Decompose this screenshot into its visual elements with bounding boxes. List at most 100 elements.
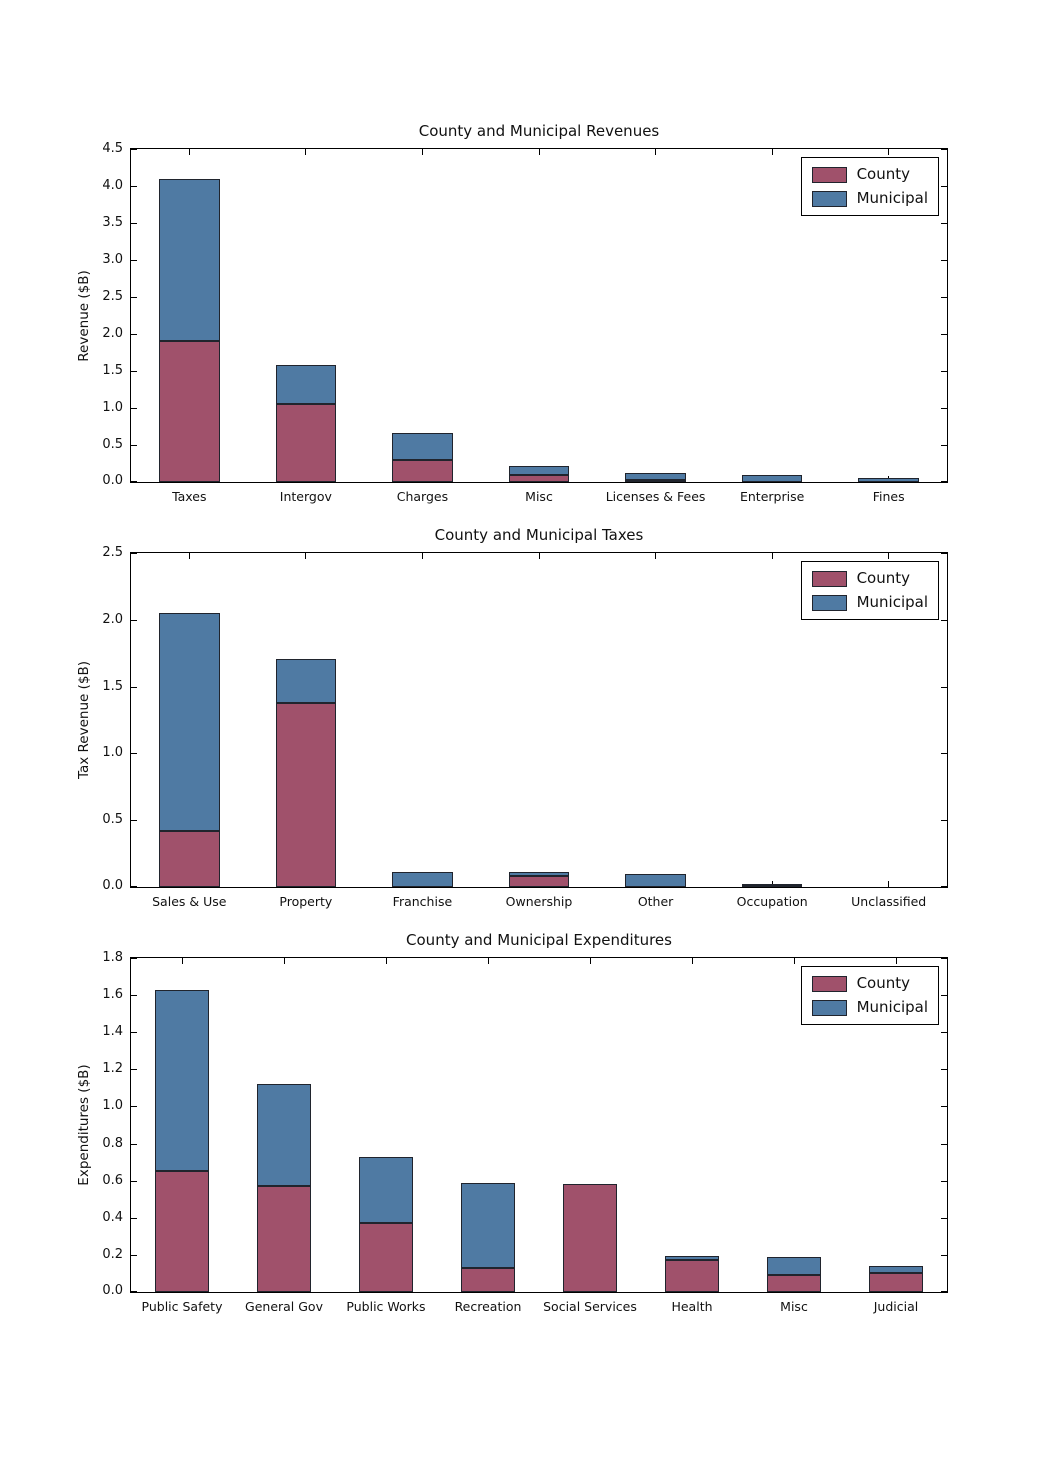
bar-segment-municipal	[625, 473, 686, 480]
x-tick-mark	[181, 958, 183, 964]
y-tick-label: 0.0	[102, 878, 123, 893]
legend-entry-municipal: Municipal	[811, 999, 928, 1016]
legend-label: County	[856, 165, 911, 183]
y-tick-label: 4.0	[102, 178, 123, 193]
x-tick-label: Judicial	[873, 1299, 919, 1314]
y-tick-mark	[131, 186, 137, 187]
y-tick-mark	[941, 223, 947, 224]
y-axis-label: Tax Revenue ($B)	[76, 660, 92, 780]
x-tick-label: Misc	[780, 1299, 808, 1314]
x-tick-label: Ownership	[505, 894, 573, 909]
plot-area: County Municipal 0.0 0.5 1.0 1.5 2.0 2.5 3.0 3.…	[102, 141, 948, 504]
x-tick-mark	[793, 958, 795, 964]
x-tick-mark	[895, 958, 897, 964]
y-tick-label: 3.5	[102, 215, 123, 230]
y-tick-mark	[131, 886, 137, 887]
bar-segment-municipal	[359, 1156, 413, 1224]
bar-segment-county	[665, 1260, 719, 1292]
y-tick-mark	[131, 297, 137, 298]
bar-segment-municipal	[257, 1084, 311, 1187]
county-color-swatch	[811, 570, 847, 587]
chart-title: County and Municipal Revenues	[418, 122, 660, 140]
y-tick-label: 0.8	[102, 1135, 123, 1151]
x-tick-label: Health	[671, 1299, 713, 1314]
y-tick-label: 2.0	[102, 326, 123, 341]
y-tick-mark	[131, 445, 137, 446]
bar-segment-county	[508, 475, 570, 482]
x-tick-mark	[385, 958, 387, 964]
county-color-swatch	[811, 975, 847, 992]
y-tick-mark	[941, 149, 947, 150]
x-tick-mark	[771, 149, 773, 155]
legend-label: Municipal	[856, 189, 928, 207]
y-tick-label: 0.6	[102, 1172, 123, 1188]
y-tick-mark	[941, 1106, 947, 1108]
y-tick-mark	[941, 1254, 947, 1256]
bar-segment-county	[563, 1184, 617, 1292]
x-tick-label: Other	[637, 894, 674, 909]
y-tick-mark	[131, 371, 137, 372]
x-tick-mark	[305, 149, 307, 155]
y-tick-mark	[941, 334, 947, 335]
y-tick-label: 2.5	[102, 545, 123, 560]
chart-title: County and Municipal Taxes	[434, 526, 644, 544]
y-tick-mark	[131, 1143, 137, 1145]
y-tick-mark	[941, 553, 947, 554]
municipal-color-swatch	[811, 594, 847, 611]
municipal-color-swatch	[811, 999, 847, 1016]
y-tick-mark	[131, 223, 137, 224]
y-tick-label: 1.0	[102, 1098, 123, 1114]
y-tick-mark	[941, 1180, 947, 1182]
y-tick-mark	[131, 995, 137, 997]
legend-entry-county: County	[811, 165, 928, 183]
legend-entry-county: County	[811, 569, 928, 587]
x-tick-mark	[538, 149, 540, 155]
y-tick-label: 0.5	[102, 437, 123, 452]
legend: County Municipal	[800, 157, 939, 216]
x-tick-label: Misc	[525, 489, 553, 504]
y-tick-mark	[941, 1291, 947, 1292]
x-tick-mark	[691, 958, 693, 964]
bar-segment-municipal	[625, 873, 686, 887]
legend-label: County	[856, 974, 911, 992]
x-tick-label: Taxes	[172, 489, 207, 504]
legend: County Municipal	[800, 561, 939, 620]
bar-segment-county	[275, 702, 337, 887]
y-tick-mark	[941, 753, 947, 755]
plot-area: County Municipal 0.0 0.5 1.0 1.5 2.0 2.5 Sales…	[102, 545, 948, 909]
y-tick-mark	[941, 619, 947, 621]
bar-segment-municipal	[392, 433, 453, 460]
y-tick-mark	[941, 1032, 947, 1034]
x-tick-mark	[888, 881, 890, 887]
plot-area: County Municipal 0.0 0.2 0.4 0.6 0.8 1.0 1.2 1.…	[102, 950, 948, 1314]
x-tick-label: Franchise	[392, 894, 453, 909]
bar-segment-municipal	[275, 658, 337, 703]
bar-segment-municipal	[508, 465, 570, 476]
y-tick-label: 1.0	[102, 400, 123, 415]
y-axis-label: Expenditures ($B)	[76, 1064, 92, 1186]
bar-segment-county	[392, 459, 453, 482]
legend-label: County	[856, 569, 911, 587]
y-tick-mark	[131, 1217, 137, 1219]
y-tick-mark	[131, 260, 137, 261]
y-tick-mark	[941, 260, 947, 261]
x-tick-label: Licenses & Fees	[605, 489, 706, 504]
revenues-chart-panel: County and Municipal Revenues Revenue ($…	[76, 122, 948, 504]
y-tick-mark	[941, 445, 947, 446]
bar-segment-municipal	[665, 1255, 719, 1261]
y-tick-label: 3.0	[102, 252, 123, 267]
y-tick-label: 2.5	[102, 289, 123, 304]
bar-segment-municipal	[392, 872, 453, 887]
bar-segment-municipal	[869, 1266, 923, 1274]
legend-entry-municipal: Municipal	[811, 594, 928, 611]
y-tick-label: 0.5	[102, 812, 123, 828]
x-tick-label: Occupation	[736, 894, 808, 909]
y-tick-label: 0.4	[102, 1209, 123, 1225]
bar-segment-county	[508, 876, 570, 887]
x-tick-mark	[888, 553, 890, 559]
bar-segment-municipal	[741, 475, 803, 482]
y-tick-mark	[131, 753, 137, 755]
y-tick-mark	[131, 481, 137, 482]
y-tick-mark	[131, 686, 137, 688]
legend-entry-municipal: Municipal	[811, 189, 928, 207]
